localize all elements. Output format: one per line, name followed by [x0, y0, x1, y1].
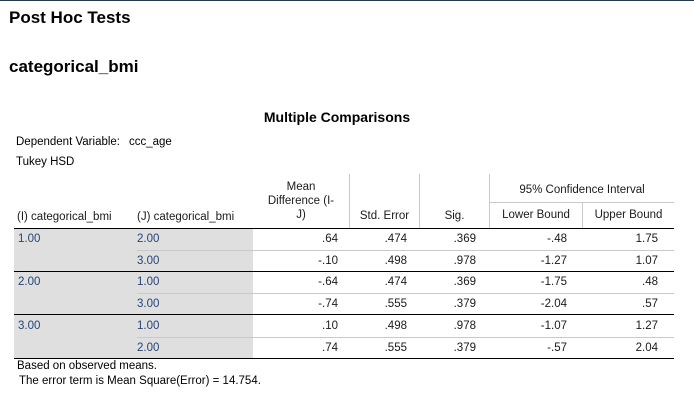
row-i-label: 1.00 [18, 233, 41, 245]
header-mean-difference-line3: J) [296, 209, 306, 221]
sig-cell: .379 [453, 298, 476, 310]
sig-cell: .369 [453, 276, 476, 288]
lower-bound-cell: -.57 [547, 342, 567, 354]
header-std-error: Std. Error [359, 210, 410, 222]
header-bottom-rule [14, 228, 674, 229]
subsection-title: categorical_bmi [9, 57, 139, 76]
std-error-cell: .498 [384, 320, 407, 332]
header-divider [419, 174, 420, 228]
upper-bound-cell: .48 [642, 276, 658, 288]
method-label: Tukey HSD [16, 156, 75, 168]
header-i-category: (I) categorical_bmi [17, 211, 112, 223]
ci-underline [489, 202, 674, 203]
header-divider [349, 174, 350, 228]
row-i-label: 3.00 [18, 320, 41, 332]
upper-bound-cell: .57 [642, 298, 658, 310]
upper-bound-cell: 2.04 [635, 342, 658, 354]
header-mean-difference-line1: Mean [286, 181, 316, 193]
dependent-variable-label: Dependent Variable: [16, 136, 120, 148]
mean-difference-cell: -.64 [318, 276, 338, 288]
mean-difference-cell: .74 [322, 342, 338, 354]
multiple-comparisons-table: (I) categorical_bmi (J) categorical_bmi … [14, 174, 674, 360]
row-j-label: 1.00 [137, 276, 160, 288]
lower-bound-cell: -1.27 [540, 255, 567, 267]
sig-cell: .978 [453, 320, 476, 332]
header-lower-bound: Lower Bound [502, 209, 570, 221]
upper-bound-cell: 1.75 [635, 233, 658, 245]
header-sig: Sig. [444, 210, 465, 222]
lower-bound-cell: -2.04 [540, 298, 567, 310]
mean-difference-cell: -.74 [318, 298, 338, 310]
header-divider [489, 174, 490, 228]
header-confidence-interval: 95% Confidence Interval [519, 184, 645, 196]
std-error-cell: .474 [384, 276, 407, 288]
dependent-variable-line: Dependent Variable: ccc_age [16, 136, 172, 148]
row-i-label: 2.00 [18, 276, 41, 288]
row-j-label: 2.00 [137, 342, 160, 354]
dependent-variable-value: ccc_age [129, 136, 172, 148]
section-title: Post Hoc Tests [9, 8, 131, 27]
footnote-observed-means: Based on observed means. [17, 360, 158, 372]
header-mean-difference-line2: Difference (I- [267, 195, 335, 207]
table-bottom-rule [14, 358, 674, 359]
std-error-cell: .555 [384, 342, 407, 354]
upper-bound-cell: 1.27 [635, 320, 658, 332]
footnote-error-term: The error term is Mean Square(Error) = 1… [19, 375, 261, 387]
mean-difference-cell: .10 [322, 320, 338, 332]
std-error-cell: .474 [384, 233, 407, 245]
mean-difference-cell: .64 [322, 233, 338, 245]
row-j-label: 2.00 [137, 233, 160, 245]
header-mean-difference: Mean Difference (I- J) [253, 180, 349, 222]
upper-bound-cell: 1.07 [635, 255, 658, 267]
header-j-category: (J) categorical_bmi [137, 211, 235, 223]
lower-bound-cell: -1.07 [540, 320, 567, 332]
sig-cell: .369 [453, 233, 476, 245]
mean-difference-cell: -.10 [318, 255, 338, 267]
row-divider [137, 250, 674, 251]
table-title: Multiple Comparisons [263, 109, 411, 125]
lower-bound-cell: -1.75 [540, 276, 567, 288]
group-divider [14, 271, 674, 272]
row-j-label: 1.00 [137, 320, 160, 332]
top-rule [0, 0, 694, 1]
sig-cell: .379 [453, 342, 476, 354]
row-divider [137, 293, 674, 294]
row-j-label: 3.00 [137, 255, 160, 267]
row-j-label: 3.00 [137, 298, 160, 310]
header-divider [582, 202, 583, 228]
std-error-cell: .498 [384, 255, 407, 267]
std-error-cell: .555 [384, 298, 407, 310]
header-upper-bound: Upper Bound [594, 209, 663, 221]
lower-bound-cell: -.48 [547, 233, 567, 245]
sig-cell: .978 [453, 255, 476, 267]
group-divider [14, 314, 674, 315]
row-divider [137, 337, 674, 338]
